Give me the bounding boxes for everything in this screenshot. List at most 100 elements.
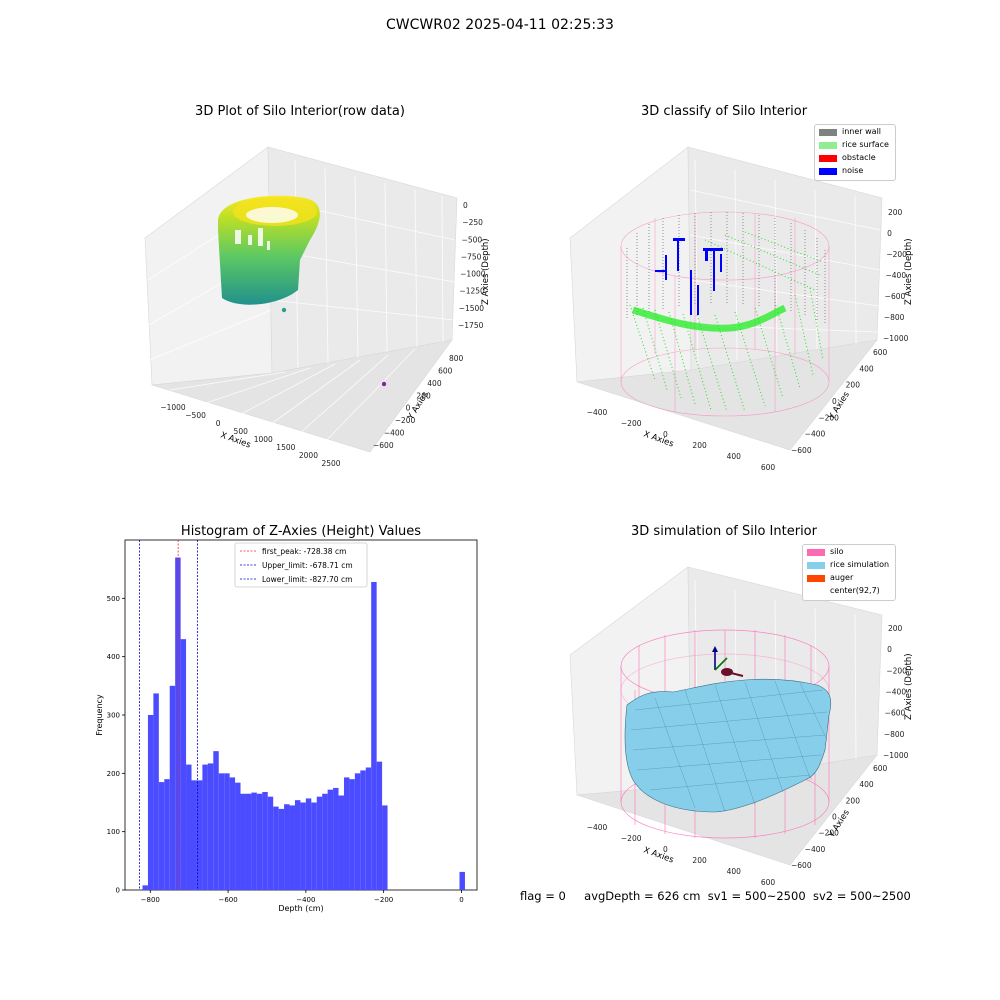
noise-points: [655, 238, 723, 315]
x-tick-label: 0: [663, 845, 668, 854]
y-tick-label: 200: [107, 770, 120, 778]
histogram-bar: [142, 885, 148, 890]
y-tick-labels: 0 100 200 300 400 500: [107, 595, 125, 895]
histogram-bar: [343, 777, 350, 890]
z-tick-label: −600: [885, 709, 906, 718]
z-tick-label: −800: [884, 313, 905, 322]
legend-swatch-inner-wall: [819, 129, 837, 136]
simulation-3d-surface: −400 −200 0 200 400 600 −600 −400 −200 0 200 400 600…: [569, 566, 914, 885]
plot-title-histogram: Histogram of Z-Axies (Height) Values: [180, 524, 422, 539]
y-tick-label: 400: [859, 780, 874, 789]
histogram-bar: [382, 805, 388, 890]
legend-simulation: silo rice simulation auger center(92,7): [802, 544, 896, 601]
z-axis-label: Z Axies (Depth): [481, 238, 491, 305]
histogram-bar: [311, 802, 317, 890]
z-tick-label: −250: [462, 218, 483, 227]
legend-label-noise: noise: [842, 166, 864, 175]
x-tick-label: −600: [218, 896, 237, 904]
legend-swatch-noise: [819, 168, 837, 175]
x-axis-label: X Axies: [642, 845, 675, 865]
x-tick-label: 2500: [321, 459, 340, 468]
x-tick-label: 200: [692, 441, 707, 450]
z-tick-label: −1250: [459, 287, 485, 296]
rice-surface-points: [629, 231, 824, 413]
histogram-bar: [186, 764, 192, 890]
histogram-bar: [240, 793, 246, 890]
histogram-bar: [294, 800, 301, 890]
x-tick-label: −200: [374, 896, 393, 904]
y-tick-label: 0: [406, 404, 411, 413]
histogram-bar: [147, 715, 154, 890]
outlier-point: [381, 381, 387, 387]
x-tick-label: 0: [216, 419, 221, 428]
y-tick-label: 400: [859, 364, 874, 373]
histogram-bar: [376, 761, 383, 890]
sv2-value: sv2 = 500~2500: [812, 889, 911, 903]
x-tick-label: 1500: [276, 443, 295, 452]
histogram-bar: [153, 693, 159, 890]
x-axis-label: Depth (cm): [278, 904, 323, 913]
legend-label-obstacle: obstacle: [842, 153, 876, 162]
axes-pane: [569, 146, 883, 451]
histogram-bar: [191, 780, 197, 890]
y-tick-label: 500: [107, 595, 120, 603]
legend-label-inner-wall: inner wall: [842, 127, 882, 136]
y-tick-label: 100: [107, 828, 120, 836]
x-tick-label: 0: [459, 896, 463, 904]
x-tick-label: −1000: [160, 403, 186, 412]
z-tick-label: −1000: [883, 334, 909, 343]
y-tick-label: −400: [805, 845, 826, 854]
legend-lower-limit: Lower_limit: -827.70 cm: [262, 575, 352, 584]
legend-label-auger: auger: [830, 573, 854, 582]
x-tick-label: −400: [587, 823, 608, 832]
histogram-bar: [245, 793, 252, 890]
x-tick-label: 400: [727, 867, 742, 876]
y-tick-label: 200: [846, 796, 861, 805]
histogram-bar: [235, 782, 241, 890]
legend-label-rice-surface: rice surface: [842, 140, 889, 149]
y-tick-label: −600: [791, 861, 812, 870]
y-tick-label: −200: [818, 413, 839, 422]
plot-title-classify: 3D classify of Silo Interior: [640, 104, 808, 119]
legend-label-rice-simulation: rice simulation: [830, 560, 890, 569]
histogram-bar: [284, 804, 290, 890]
histogram-bar: [327, 789, 334, 890]
x-tick-label: −400: [296, 896, 315, 904]
y-tick-label: 0: [832, 397, 837, 406]
y-tick-label: 600: [873, 348, 888, 357]
histogram-bar: [338, 795, 344, 890]
legend-swatch-rice-simulation: [807, 562, 825, 569]
z-axis-label: Z Axies (Depth): [904, 653, 914, 720]
legend-swatch-rice-surface: [819, 142, 837, 149]
histogram-legend: first_peak: -728.38 cm Upper_limit: -678…: [234, 542, 368, 588]
reference-lines: [139, 540, 198, 890]
y-tick-label: 600: [438, 366, 453, 375]
rice-surface-band: [631, 304, 787, 332]
histogram-bar: [305, 798, 312, 890]
y-tick-label: 0: [832, 813, 837, 822]
histogram-bar: [202, 764, 208, 890]
plot-title-raw: 3D Plot of Silo Interior(row data): [195, 104, 405, 119]
y-tick-label: 400: [107, 653, 120, 661]
z-tick-label: −200: [886, 250, 907, 259]
histogram-bar: [229, 777, 236, 890]
y-axis-label: Frequency: [95, 694, 104, 736]
y-tick-label: −200: [818, 829, 839, 838]
legend-first-peak: first_peak: -728.38 cm: [262, 547, 346, 556]
z-tick-label: −1500: [459, 304, 485, 313]
z-tick-label: 200: [888, 624, 903, 633]
histogram-bar: [267, 796, 274, 890]
x-tick-label: 500: [234, 427, 249, 436]
rice-simulation-surface: [624, 678, 832, 813]
auger-marker: [712, 646, 744, 677]
z-tick-label: −1750: [458, 321, 484, 330]
z-axis-label: Z Axies (Depth): [904, 238, 914, 305]
histogram-bar: [300, 802, 306, 890]
legend-label-silo: silo: [830, 547, 844, 556]
histogram-bar: [289, 805, 295, 890]
histogram-bar: [164, 779, 170, 890]
z-tick-label: −800: [884, 730, 905, 739]
x-axis-label: X Axies: [642, 429, 675, 449]
y-tick-label: 200: [416, 391, 431, 400]
flag-value: flag = 0: [520, 889, 566, 903]
